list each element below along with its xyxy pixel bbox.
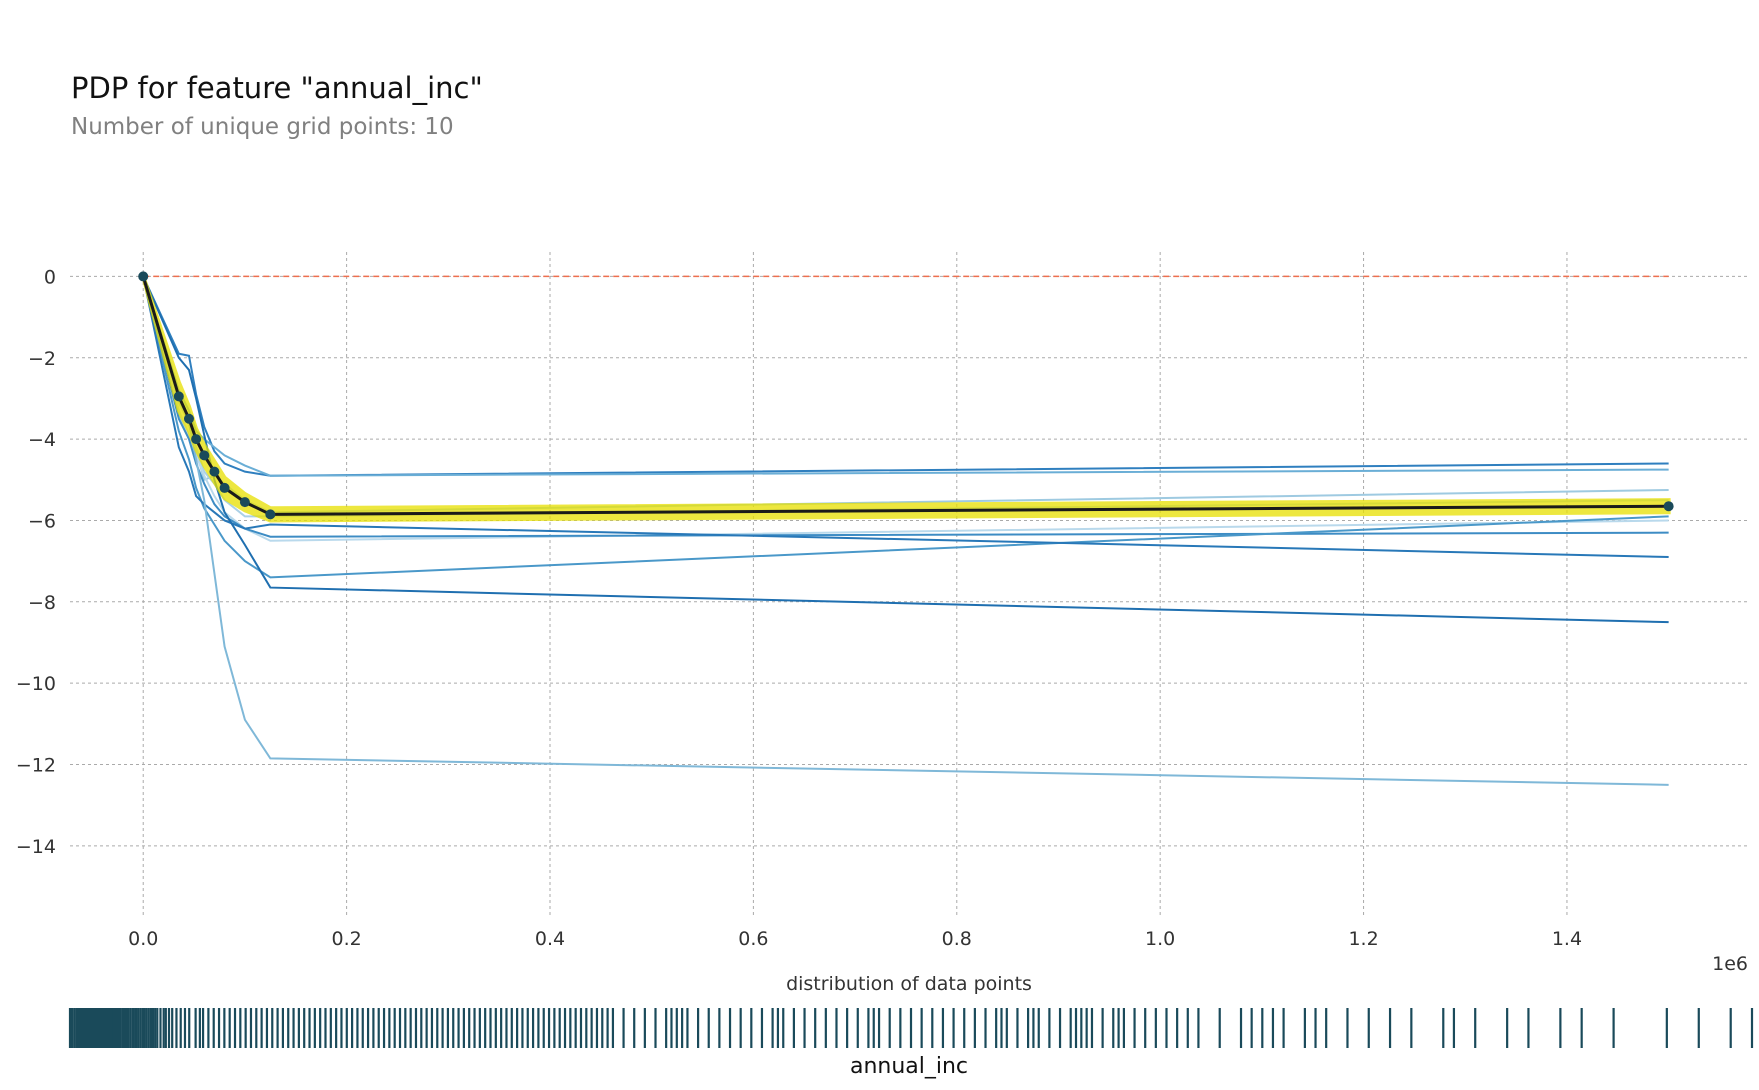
y-tick-label: 0 xyxy=(44,266,56,288)
pdp-point xyxy=(199,450,210,461)
pdp-point xyxy=(1663,501,1674,512)
y-tick-label: −10 xyxy=(16,673,56,695)
y-tick-label: −2 xyxy=(28,348,56,370)
pdp-series xyxy=(138,271,1674,523)
pdp-point xyxy=(265,509,276,520)
pdp-point xyxy=(173,391,184,402)
grid xyxy=(70,252,1750,915)
y-tick-label: −6 xyxy=(28,510,56,532)
x-tick-label: 1.0 xyxy=(1145,928,1175,950)
pdp-confidence-band xyxy=(141,275,1671,523)
pdp-point xyxy=(239,497,250,508)
y-tick-label: −12 xyxy=(16,755,56,777)
chart-title: PDP for feature "annual_inc" xyxy=(71,71,483,105)
x-axis-ticks: 0.0 0.2 0.4 0.6 0.8 1.0 1.2 1.4 xyxy=(128,928,1582,950)
x-tick-label: 0.6 xyxy=(738,928,768,950)
distribution-dense-block xyxy=(75,1008,113,1048)
y-tick-label: −14 xyxy=(16,836,56,858)
pdp-point xyxy=(209,466,220,477)
y-tick-label: −8 xyxy=(28,592,56,614)
x-axis-label: annual_inc xyxy=(850,1054,968,1079)
ice-line xyxy=(142,276,1669,538)
y-tick-label: −4 xyxy=(28,429,56,451)
pdp-point xyxy=(191,434,202,445)
ice-line xyxy=(142,276,1669,559)
ice-line xyxy=(142,276,1669,518)
distribution-rug xyxy=(68,1008,1754,1048)
ice-lines xyxy=(142,275,1669,786)
pdp-line xyxy=(141,275,1669,516)
x-tick-label: 0.0 xyxy=(128,928,158,950)
x-tick-label: 1.2 xyxy=(1348,928,1378,950)
x-tick-label: 0.2 xyxy=(332,928,362,950)
x-tick-label: 0.8 xyxy=(942,928,972,950)
ice-line xyxy=(142,276,1669,579)
ice-line xyxy=(142,275,1669,477)
chart-subtitle: Number of unique grid points: 10 xyxy=(71,114,454,140)
pdp-point xyxy=(138,271,149,282)
distribution-label: distribution of data points xyxy=(786,973,1032,995)
y-axis-ticks: 0 −2 −4 −6 −8 −10 −12 −14 xyxy=(16,266,56,857)
pdp-point xyxy=(219,482,230,493)
ice-line xyxy=(142,276,1669,514)
x-offset-label: 1e6 xyxy=(1712,953,1748,975)
ice-line xyxy=(142,276,1669,477)
pdp-point xyxy=(183,413,194,424)
x-tick-label: 0.4 xyxy=(535,928,565,950)
x-tick-label: 1.4 xyxy=(1552,928,1582,950)
ice-line xyxy=(142,276,1669,624)
